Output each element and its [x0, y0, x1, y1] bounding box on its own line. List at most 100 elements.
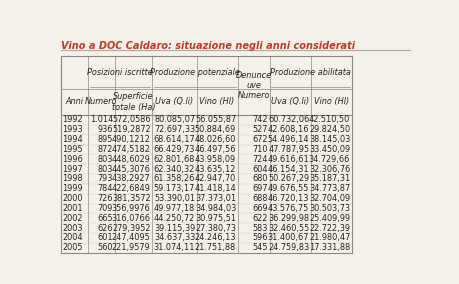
Text: 53.390,01: 53.390,01	[154, 194, 195, 203]
Text: 32.704,09: 32.704,09	[308, 194, 349, 203]
Text: 1997: 1997	[62, 165, 83, 174]
Text: 665: 665	[97, 214, 113, 223]
Text: 680: 680	[252, 174, 268, 183]
Text: 626: 626	[97, 224, 113, 233]
Text: Posizioni iscritte: Posizioni iscritte	[87, 68, 152, 77]
Text: 1992: 1992	[62, 115, 83, 124]
Text: 803: 803	[97, 165, 113, 174]
Text: 784: 784	[97, 184, 113, 193]
Text: 688: 688	[252, 194, 268, 203]
Text: 316,0766: 316,0766	[111, 214, 150, 223]
Text: 724: 724	[252, 155, 268, 164]
Text: 31.074,11: 31.074,11	[153, 243, 195, 252]
Text: 726: 726	[97, 194, 113, 203]
Text: 1.014: 1.014	[90, 115, 113, 124]
Text: 41.418,14: 41.418,14	[194, 184, 235, 193]
Text: 247,4095: 247,4095	[112, 233, 150, 243]
Text: 742: 742	[252, 115, 268, 124]
Text: 25.409,99: 25.409,99	[308, 214, 349, 223]
Text: 490,1212: 490,1212	[112, 135, 150, 144]
Text: 572,0586: 572,0586	[112, 115, 150, 124]
Text: 545: 545	[252, 243, 268, 252]
Text: 709: 709	[97, 204, 113, 213]
Text: 1996: 1996	[62, 155, 83, 164]
Text: 22.722,39: 22.722,39	[308, 224, 349, 233]
Text: 1999: 1999	[62, 184, 83, 193]
Text: 1998: 1998	[62, 174, 83, 183]
Text: 27.380,73: 27.380,73	[195, 224, 235, 233]
Text: 33.450,09: 33.450,09	[308, 145, 349, 154]
Text: 2001: 2001	[62, 204, 83, 213]
Text: 356,9976: 356,9976	[112, 204, 150, 213]
Text: 527: 527	[252, 125, 268, 134]
Text: 46.720,13: 46.720,13	[267, 194, 308, 203]
Text: Vino a DOC Caldaro: situazione negli anni considerati: Vino a DOC Caldaro: situazione negli ann…	[61, 41, 354, 51]
Text: 448,6029: 448,6029	[112, 155, 150, 164]
Text: 622: 622	[252, 214, 268, 223]
Text: 36.299,98: 36.299,98	[268, 214, 308, 223]
Text: Denunce
uve
Numero: Denunce uve Numero	[235, 70, 271, 100]
Text: 560: 560	[97, 243, 113, 252]
Text: 32.306,76: 32.306,76	[308, 165, 349, 174]
Text: 50.267,29: 50.267,29	[268, 174, 308, 183]
Text: 697: 697	[252, 184, 268, 193]
Text: 669: 669	[252, 204, 268, 213]
Text: 2003: 2003	[62, 224, 83, 233]
Text: 35.187,31: 35.187,31	[308, 174, 349, 183]
Text: 49.676,55: 49.676,55	[267, 184, 308, 193]
Text: 17.331,88: 17.331,88	[308, 243, 349, 252]
Text: 422,6849: 422,6849	[112, 184, 150, 193]
Text: 2004: 2004	[62, 233, 83, 243]
Text: Produzione abilitata: Produzione abilitata	[269, 68, 350, 77]
Text: 596: 596	[252, 233, 268, 243]
Text: 583: 583	[252, 224, 268, 233]
Text: 445,3076: 445,3076	[112, 165, 150, 174]
Text: 47.787,95: 47.787,95	[268, 145, 308, 154]
Text: 72.697,33: 72.697,33	[154, 125, 195, 134]
Text: 30.503,73: 30.503,73	[308, 204, 349, 213]
Text: 2002: 2002	[62, 214, 83, 223]
Text: 1995: 1995	[62, 145, 83, 154]
Text: 793: 793	[97, 174, 113, 183]
Text: 80.085,07: 80.085,07	[154, 115, 195, 124]
Text: 34.773,87: 34.773,87	[308, 184, 349, 193]
Text: Anni: Anni	[65, 97, 83, 106]
Text: 68.614,17: 68.614,17	[153, 135, 195, 144]
Text: 66.429,73: 66.429,73	[153, 145, 195, 154]
Text: 803: 803	[97, 155, 113, 164]
Text: 60.732,06: 60.732,06	[267, 115, 308, 124]
Text: 46.154,31: 46.154,31	[267, 165, 308, 174]
Text: 32.460,55: 32.460,55	[267, 224, 308, 233]
Text: Superficie
totale (Ha): Superficie totale (Ha)	[111, 92, 155, 112]
Text: 37.373,01: 37.373,01	[195, 194, 235, 203]
Text: 29.824,50: 29.824,50	[308, 125, 349, 134]
Text: 672: 672	[252, 135, 268, 144]
Text: 519,2872: 519,2872	[112, 125, 150, 134]
Text: 62.801,68: 62.801,68	[153, 155, 195, 164]
Text: 2005: 2005	[62, 243, 83, 252]
Text: 872: 872	[97, 145, 113, 154]
Text: 49.616,61: 49.616,61	[267, 155, 308, 164]
Text: 1994: 1994	[62, 135, 83, 144]
Text: 24.246,13: 24.246,13	[194, 233, 235, 243]
Text: 43.576,75: 43.576,75	[267, 204, 308, 213]
Text: 38.145,03: 38.145,03	[308, 135, 349, 144]
Text: 59.173,17: 59.173,17	[153, 184, 195, 193]
Text: 48.026,60: 48.026,60	[194, 135, 235, 144]
Text: 710: 710	[252, 145, 268, 154]
Text: 62.340,32: 62.340,32	[153, 165, 195, 174]
Text: 381,3572: 381,3572	[112, 194, 150, 203]
Text: Produzione potenziale: Produzione potenziale	[150, 68, 239, 77]
Text: 1993: 1993	[62, 125, 83, 134]
Text: 42.510,50: 42.510,50	[308, 115, 349, 124]
Text: 61.358,26: 61.358,26	[153, 174, 195, 183]
Text: 221,9579: 221,9579	[112, 243, 150, 252]
Text: 42.608,16: 42.608,16	[267, 125, 308, 134]
Text: 474,5182: 474,5182	[112, 145, 150, 154]
Text: 43.958,09: 43.958,09	[195, 155, 235, 164]
Text: 42.947,70: 42.947,70	[195, 174, 235, 183]
Text: 54.496,14: 54.496,14	[267, 135, 308, 144]
Text: 34.637,33: 34.637,33	[153, 233, 195, 243]
Text: 44.250,72: 44.250,72	[153, 214, 195, 223]
Text: Uva (Q.li): Uva (Q.li)	[270, 97, 308, 106]
